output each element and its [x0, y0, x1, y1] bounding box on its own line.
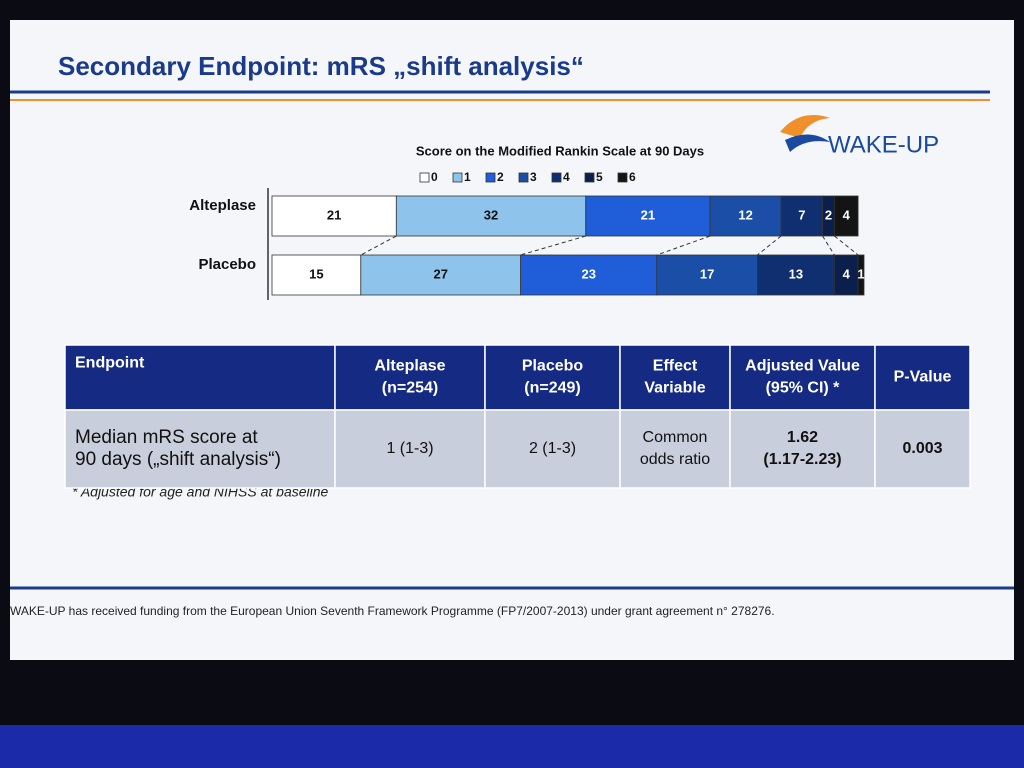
- data-label: 27: [433, 266, 447, 281]
- bar-segment: [709, 195, 782, 237]
- data-label: 7: [798, 207, 805, 222]
- header-cell: [729, 344, 876, 411]
- table-header: P-Value: [894, 369, 952, 386]
- body-cell: [64, 409, 336, 489]
- bar-segment: [834, 195, 859, 237]
- slide: [10, 20, 1014, 660]
- data-label: 4: [843, 207, 851, 222]
- bar-segment: [780, 195, 823, 237]
- table-header: Alteplase: [374, 358, 445, 375]
- table-header: Variable: [644, 380, 705, 397]
- legend-swatch: [452, 172, 463, 183]
- table-header: Placebo: [522, 358, 584, 375]
- body-cell: [334, 409, 486, 489]
- bar-segment: [585, 195, 711, 237]
- legend-label: 6: [629, 170, 636, 184]
- table-cell: Common: [643, 429, 708, 446]
- legend-label: 1: [464, 170, 471, 184]
- table-header: (95% CI) *: [766, 380, 841, 397]
- table-cell: odds ratio: [640, 451, 710, 468]
- bar-segment: [520, 254, 658, 296]
- data-label: 17: [700, 266, 714, 281]
- connector: [822, 235, 835, 256]
- table-header: Adjusted Value: [745, 358, 860, 375]
- bar-segment: [656, 254, 758, 296]
- legend-label: 5: [596, 170, 603, 184]
- stage-light: [0, 725, 1024, 768]
- legend-label: 0: [431, 170, 438, 184]
- data-label: 15: [309, 266, 323, 281]
- data-label: 32: [484, 207, 498, 222]
- legend-swatch: [419, 172, 430, 183]
- category-label: Alteplase: [189, 197, 256, 214]
- table-cell: 90 days („shift analysis“): [75, 449, 281, 470]
- legend-label: 2: [497, 170, 504, 184]
- table-cell: (1.17-2.23): [763, 451, 841, 468]
- table-cell: 0.003: [902, 440, 942, 457]
- table-cell: 1 (1-3): [386, 440, 433, 457]
- funding: WAKE-UP has received funding from the Eu…: [10, 604, 775, 618]
- table-header: (n=254): [382, 380, 438, 397]
- legend-swatch: [617, 172, 628, 183]
- body-cell: [619, 409, 731, 489]
- logo: WAKE-UP: [828, 131, 939, 158]
- logo-swoosh: [780, 115, 830, 138]
- bar-segment: [857, 254, 865, 296]
- table-header: Endpoint: [75, 355, 145, 372]
- body-cell: [874, 409, 971, 489]
- data-label: 1: [857, 266, 864, 281]
- connector: [834, 235, 859, 256]
- table-header: (n=249): [524, 380, 580, 397]
- connector: [757, 235, 782, 256]
- legend-swatch: [584, 172, 595, 183]
- legend-swatch: [485, 172, 496, 183]
- data-label: 13: [789, 266, 803, 281]
- table-cell: 1.62: [787, 429, 818, 446]
- data-label: 21: [641, 207, 655, 222]
- chart-title: Score on the Modified Rankin Scale at 90…: [416, 143, 704, 158]
- body-cell: [484, 409, 621, 489]
- bar-segment: [360, 254, 522, 296]
- bar-segment: [271, 254, 362, 296]
- data-label: 2: [825, 207, 832, 222]
- slide-title: Secondary Endpoint: mRS „shift analysis“: [58, 51, 584, 81]
- header-cell: [334, 344, 486, 411]
- header-cell: [874, 344, 971, 411]
- category-label: Placebo: [198, 256, 256, 273]
- data-label: 12: [738, 207, 752, 222]
- data-label: 4: [843, 266, 851, 281]
- header-cell: [64, 344, 336, 411]
- legend-label: 3: [530, 170, 537, 184]
- legend-swatch: [518, 172, 529, 183]
- data-label: 23: [581, 266, 595, 281]
- legend-label: 4: [563, 170, 570, 184]
- logo-swoosh: [785, 134, 830, 152]
- bar-segment: [757, 254, 835, 296]
- data-label: 21: [327, 207, 341, 222]
- legend-swatch: [551, 172, 562, 183]
- connector: [656, 235, 711, 256]
- connector: [520, 235, 586, 256]
- header-cell: [619, 344, 731, 411]
- table-cell: Median mRS score at: [75, 427, 258, 448]
- table-header: Effect: [653, 358, 698, 375]
- body-cell: [729, 409, 876, 489]
- header-cell: [484, 344, 621, 411]
- table-cell: 2 (1-3): [529, 440, 576, 457]
